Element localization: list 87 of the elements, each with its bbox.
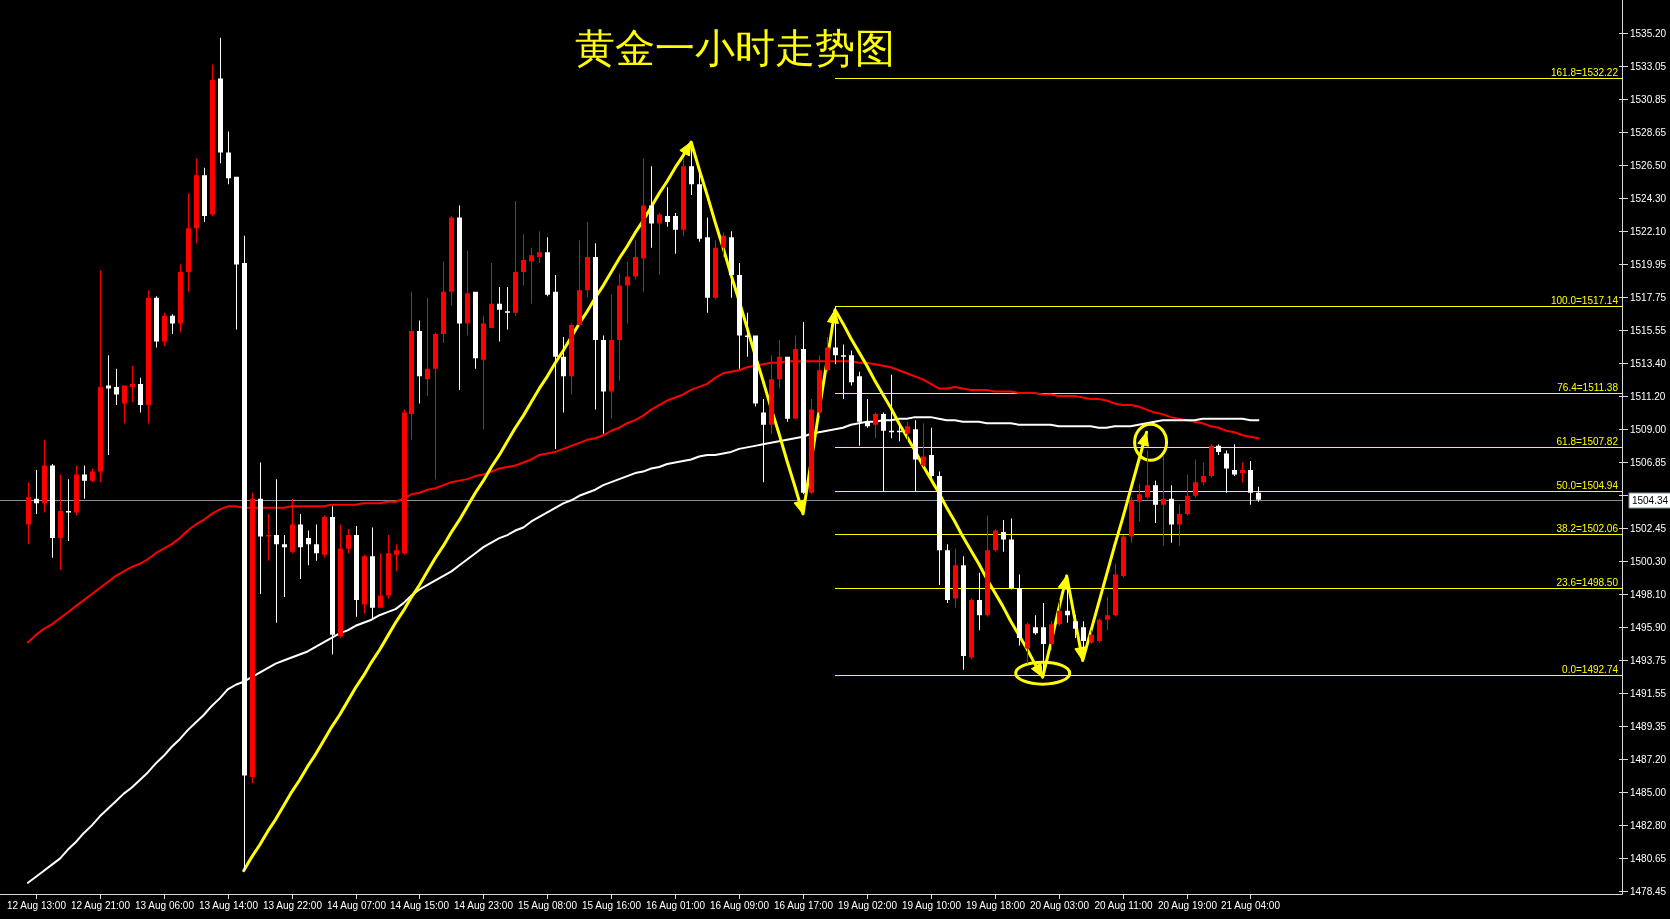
candlestick	[425, 297, 430, 396]
candlestick	[394, 544, 399, 572]
candlestick	[1001, 519, 1006, 552]
y-tick-label: 1493.75	[1630, 655, 1667, 667]
candlestick	[657, 213, 662, 276]
candlestick	[274, 479, 279, 623]
candlestick	[649, 166, 654, 248]
y-tick-label: 1522.10	[1630, 226, 1667, 238]
candlestick	[625, 261, 630, 324]
candlestick	[665, 187, 670, 227]
candlestick	[1232, 444, 1237, 477]
y-tick-label: 1533.05	[1630, 61, 1667, 73]
candlestick	[841, 344, 846, 399]
candlestick	[1137, 483, 1142, 522]
y-tick-label: 1515.55	[1630, 325, 1667, 337]
x-tick-label: 15 Aug 08:00	[518, 900, 578, 911]
ref-line-label: 23.6=1498.50	[1556, 576, 1619, 588]
x-tick-label: 13 Aug 22:00	[263, 900, 323, 911]
y-tick-label: 1517.75	[1630, 292, 1667, 304]
candlestick	[378, 553, 383, 608]
y-tick-label: 1530.85	[1630, 94, 1667, 106]
y-tick-label: 1478.45	[1630, 886, 1667, 898]
candlestick	[66, 479, 71, 542]
candlestick	[106, 355, 111, 455]
candlestick	[921, 423, 926, 468]
x-tick-label: 13 Aug 06:00	[135, 900, 195, 911]
ref-line-label: 50.0=1504.94	[1556, 479, 1619, 491]
y-tick-label: 1524.30	[1630, 193, 1667, 205]
y-tick-label: 1482.80	[1630, 820, 1667, 832]
x-tick-label: 20 Aug 03:00	[1030, 900, 1090, 911]
y-tick-label: 1489.35	[1630, 721, 1667, 733]
candlestick	[497, 287, 502, 342]
y-tick-label: 1500.30	[1630, 556, 1667, 568]
y-tick-label: 1498.10	[1630, 589, 1667, 601]
y-tick-label: 1480.65	[1630, 853, 1667, 865]
candlestick	[505, 287, 510, 330]
y-tick-label: 1491.55	[1630, 688, 1667, 700]
ref-line-label: 161.8=1532.22	[1550, 66, 1619, 78]
y-tick-label: 1487.20	[1630, 754, 1667, 766]
x-tick-label: 13 Aug 14:00	[199, 900, 259, 911]
candlestick	[529, 247, 534, 304]
y-tick-label: 1485.00	[1630, 787, 1667, 799]
candlestick	[1073, 615, 1078, 638]
candlestick	[282, 535, 287, 598]
candlestick	[130, 365, 135, 403]
ref-line-label: 0.0=1492.74	[1562, 663, 1619, 675]
candlestick	[1224, 450, 1229, 493]
candlestick	[537, 231, 542, 263]
candlestick	[745, 312, 750, 357]
x-tick-label: 15 Aug 16:00	[582, 900, 642, 911]
ref-line-label: 100.0=1517.14	[1550, 294, 1619, 306]
y-tick-label: 1506.85	[1630, 457, 1667, 469]
y-tick-label: 1535.20	[1630, 28, 1667, 40]
x-tick-label: 16 Aug 01:00	[646, 900, 706, 911]
text: 黄金一小时走势图	[575, 25, 895, 71]
x-tick-label: 20 Aug 11:00	[1094, 900, 1154, 911]
candlestick	[833, 306, 838, 365]
ref-line-label: 61.8=1507.82	[1556, 435, 1619, 447]
ref-line-label: 1504.34	[1631, 495, 1669, 507]
x-tick-label: 19 Aug 10:00	[902, 900, 962, 911]
y-tick-label: 1502.45	[1630, 523, 1667, 535]
x-tick-label: 12 Aug 13:00	[7, 900, 67, 911]
x-tick-label: 16 Aug 17:00	[774, 900, 834, 911]
y-tick-label: 1495.90	[1630, 622, 1667, 634]
x-tick-label: 21 Aug 04:00	[1221, 900, 1281, 911]
candlestick	[1041, 603, 1046, 676]
y-tick-label: 1511.20	[1630, 391, 1666, 403]
y-tick-label: 1513.40	[1630, 358, 1667, 370]
x-tick-label: 19 Aug 02:00	[838, 900, 898, 911]
x-tick-label: 14 Aug 15:00	[390, 900, 450, 911]
ref-line-label: 76.4=1511.38	[1557, 381, 1619, 393]
y-tick-label: 1519.95	[1630, 259, 1667, 271]
x-tick-label: 20 Aug 19:00	[1158, 900, 1218, 911]
candlestick	[1065, 584, 1070, 623]
y-tick-label: 1528.65	[1630, 127, 1667, 139]
x-tick-label: 14 Aug 23:00	[454, 900, 514, 911]
candlestick	[34, 470, 39, 514]
ref-line-label: 38.2=1502.06	[1556, 522, 1619, 534]
y-tick-label: 1509.00	[1630, 424, 1667, 436]
candlestick	[1105, 597, 1110, 631]
candlestick	[266, 513, 271, 561]
x-tick-label: 19 Aug 18:00	[966, 900, 1026, 911]
x-tick-label: 12 Aug 21:00	[71, 900, 131, 911]
candlestick	[1161, 454, 1166, 546]
x-tick-label: 14 Aug 07:00	[327, 900, 387, 911]
y-tick-label: 1526.50	[1630, 160, 1667, 172]
x-tick-label: 16 Aug 09:00	[710, 900, 770, 911]
